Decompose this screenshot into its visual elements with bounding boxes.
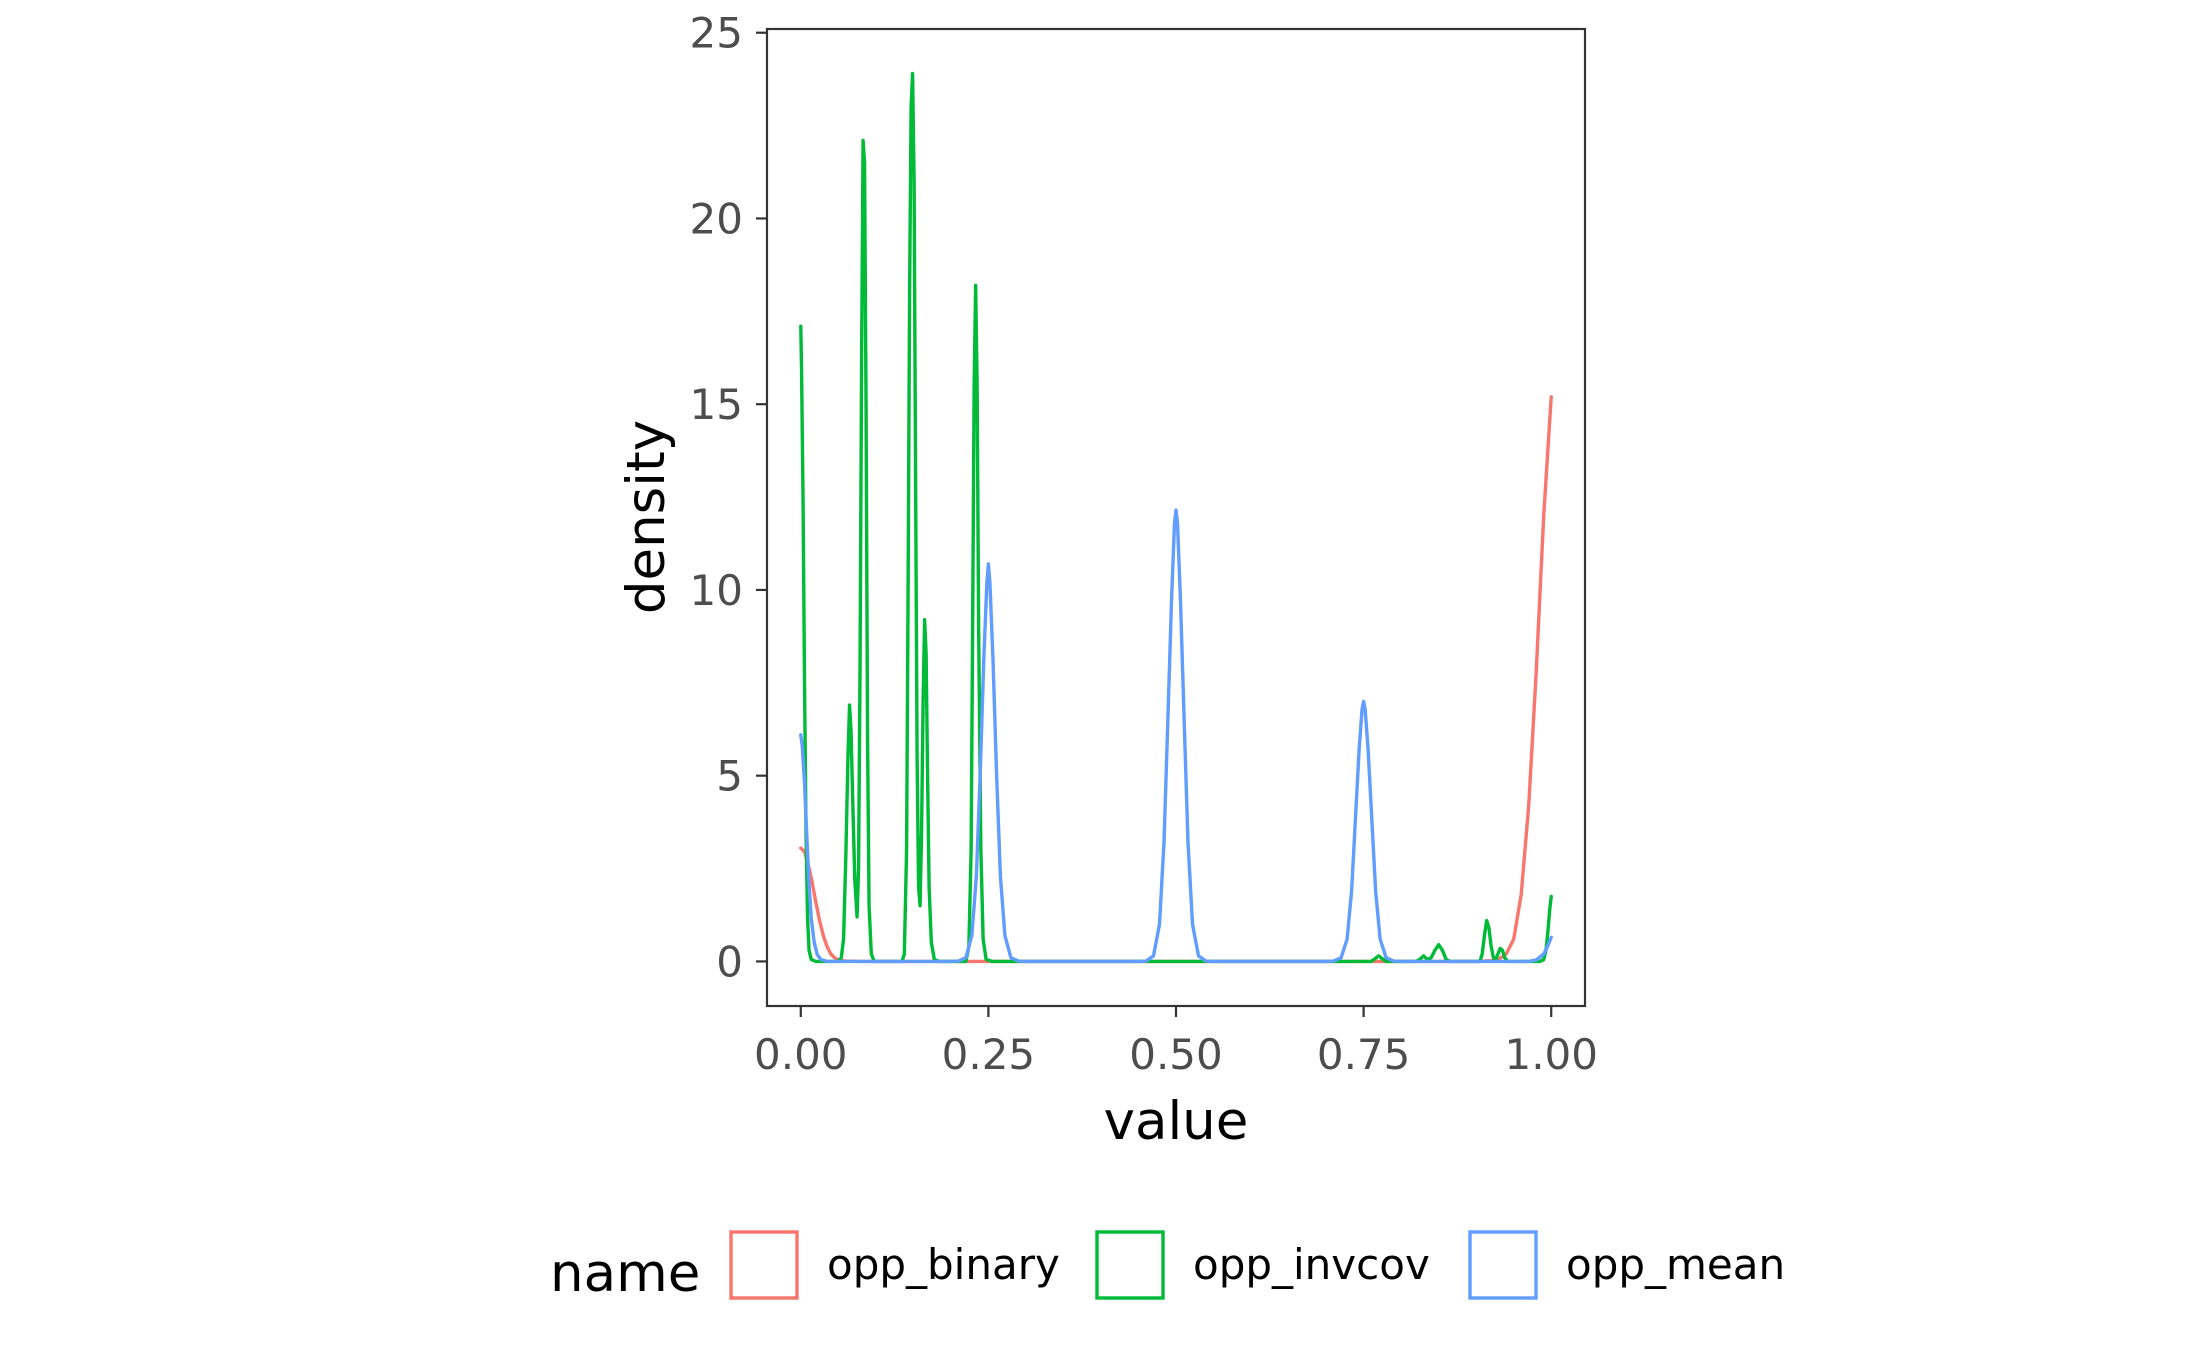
legend: name opp_binary opp_invcov opp_mean bbox=[550, 1230, 1785, 1304]
y-tick-label: 20 bbox=[690, 194, 743, 243]
legend-key-opp-binary bbox=[729, 1230, 799, 1300]
y-tick-label: 0 bbox=[716, 937, 743, 986]
y-axis-title: density bbox=[616, 420, 677, 614]
x-axis-title: value bbox=[1104, 1091, 1249, 1152]
legend-key-opp-mean bbox=[1468, 1230, 1538, 1300]
y-axis: 0 5 10 15 20 25 bbox=[690, 9, 767, 986]
x-tick-label: 0.50 bbox=[1129, 1030, 1223, 1079]
legend-title: name bbox=[550, 1243, 700, 1304]
series-layer bbox=[799, 71, 1553, 964]
y-tick-label: 10 bbox=[690, 566, 743, 615]
x-axis: 0.00 0.25 0.50 0.75 1.00 bbox=[754, 1006, 1598, 1079]
y-tick-label: 25 bbox=[690, 9, 743, 58]
x-tick-label: 0.75 bbox=[1317, 1030, 1411, 1079]
series-line-opp-mean bbox=[799, 508, 1553, 964]
legend-key-opp-invcov bbox=[1095, 1230, 1165, 1300]
x-tick-label: 1.00 bbox=[1504, 1030, 1598, 1079]
series-line-opp-invcov bbox=[799, 71, 1553, 964]
y-tick-label: 5 bbox=[716, 752, 743, 801]
x-tick-label: 0.00 bbox=[754, 1030, 848, 1079]
legend-label-opp-mean: opp_mean bbox=[1566, 1240, 1785, 1289]
x-tick-label: 0.25 bbox=[942, 1030, 1036, 1079]
legend-label-opp-binary: opp_binary bbox=[827, 1240, 1060, 1289]
legend-label-opp-invcov: opp_invcov bbox=[1193, 1240, 1430, 1289]
y-tick-label: 15 bbox=[690, 380, 743, 429]
